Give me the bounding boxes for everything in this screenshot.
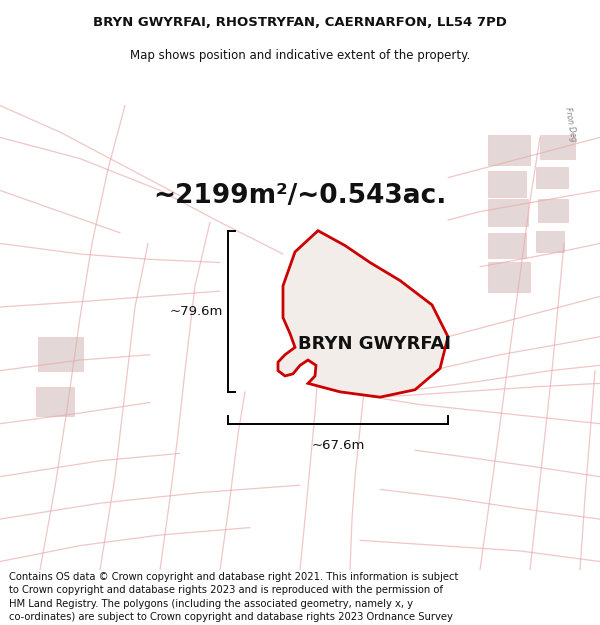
Bar (38, 337, 83, 371)
Bar (538, 199, 568, 222)
Polygon shape (278, 231, 448, 397)
Bar (488, 232, 526, 258)
Bar (488, 199, 528, 226)
Bar (488, 171, 526, 197)
Bar (36, 386, 74, 416)
Text: Contains OS data © Crown copyright and database right 2021. This information is : Contains OS data © Crown copyright and d… (9, 572, 458, 625)
Text: Map shows position and indicative extent of the property.: Map shows position and indicative extent… (130, 49, 470, 62)
Bar (540, 135, 575, 159)
Text: ~2199m²/~0.543ac.: ~2199m²/~0.543ac. (154, 182, 446, 209)
Text: BRYN GWYRFAI: BRYN GWYRFAI (299, 335, 452, 353)
Text: ~67.6m: ~67.6m (311, 439, 365, 451)
Bar (536, 167, 568, 188)
Bar (488, 262, 530, 292)
Bar (536, 231, 564, 252)
Text: ~79.6m: ~79.6m (170, 305, 223, 318)
Bar (488, 135, 530, 165)
Text: BRYN GWYRFAI, RHOSTRYFAN, CAERNARFON, LL54 7PD: BRYN GWYRFAI, RHOSTRYFAN, CAERNARFON, LL… (93, 16, 507, 29)
Text: Fron Deg: Fron Deg (563, 107, 577, 142)
